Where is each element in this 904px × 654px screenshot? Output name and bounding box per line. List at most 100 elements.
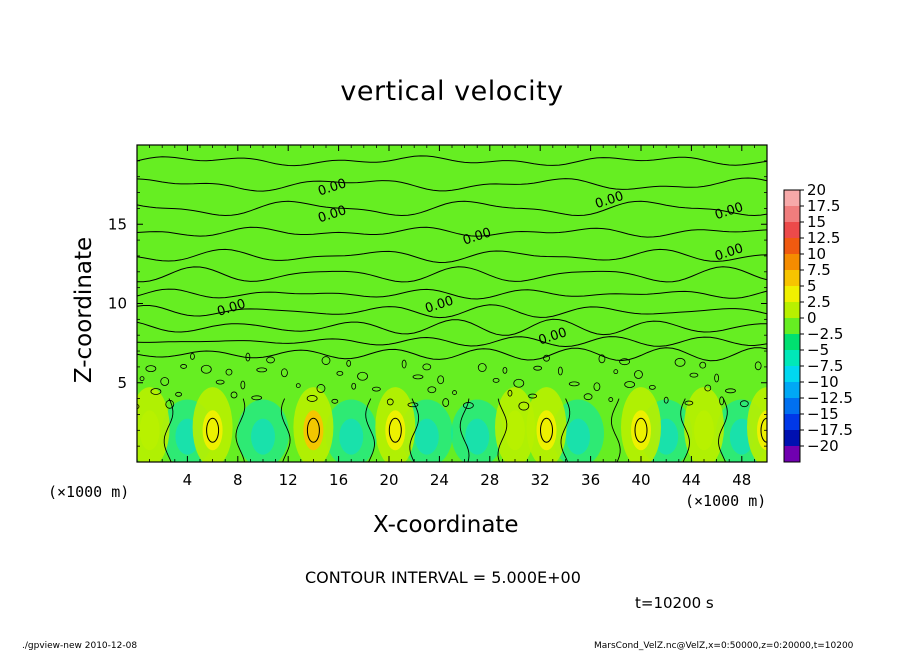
- updraft-core: [139, 410, 160, 451]
- footer-source-label: MarsCond_VelZ.nc@VelZ,x=0:50000,z=0:2000…: [594, 641, 854, 651]
- contour-line: [610, 398, 621, 462]
- contour-line: [409, 398, 420, 462]
- contour-line: [560, 398, 571, 462]
- contour-line: [663, 396, 669, 404]
- contour-line: [306, 417, 320, 443]
- x-axis-label: X-coordinate: [373, 512, 519, 538]
- contour-line: [719, 396, 725, 406]
- contour-line: [137, 404, 140, 409]
- colorbar-swatch: [784, 350, 800, 367]
- y-tick-label: 10: [108, 295, 127, 313]
- contour-line: [684, 400, 694, 406]
- contour-line: [518, 401, 530, 411]
- colorbar-label: 5: [807, 277, 817, 295]
- contour-line: [206, 417, 220, 443]
- contour-line: [371, 386, 381, 392]
- updraft-core: [757, 410, 767, 451]
- contour-line: [427, 386, 437, 394]
- contour-line: [492, 377, 500, 383]
- contour-line: [357, 371, 368, 381]
- colorbar-swatch: [784, 222, 800, 239]
- contour-line: [437, 375, 445, 385]
- contour-line: [365, 398, 375, 462]
- contour-line: [175, 391, 182, 397]
- contour-line: [160, 377, 170, 386]
- time-label: t=10200 s: [635, 594, 714, 612]
- contour-line: [648, 384, 656, 390]
- colorbar-label: 10: [807, 245, 826, 263]
- contour-line: [145, 365, 157, 373]
- contour-line: [137, 226, 767, 238]
- contour-line: [401, 359, 407, 369]
- contour-line: [266, 356, 275, 364]
- contour-line: [452, 390, 457, 395]
- contour-line: [306, 395, 318, 402]
- x-tick-label: 36: [581, 471, 600, 489]
- colorbar-swatch: [784, 366, 800, 383]
- contour-line: [704, 384, 712, 392]
- contour-line: [680, 398, 690, 462]
- contour-line: [442, 398, 450, 407]
- contour-line: [235, 398, 246, 462]
- contour-line: [634, 417, 648, 443]
- contour-line: [528, 393, 538, 399]
- contour-line: [533, 365, 543, 371]
- colorbar-swatch: [784, 254, 800, 271]
- contour-line: [280, 398, 291, 462]
- footer-program-label: ./gpview-new 2010-12-08: [22, 641, 138, 651]
- contour-line: [754, 361, 762, 371]
- colorbar-swatch: [784, 238, 800, 255]
- colorbar-label: 2.5: [807, 293, 831, 311]
- contour-line: [619, 358, 631, 366]
- contour-line: [477, 363, 487, 372]
- contour-line: [150, 388, 162, 395]
- contour-line: [422, 363, 432, 371]
- contour-line: [137, 318, 767, 336]
- contour-line: [190, 353, 195, 360]
- contour-line: [180, 364, 188, 369]
- contour-line: [215, 379, 225, 385]
- contour-line: [608, 397, 614, 402]
- x-tick-label: 48: [732, 471, 751, 489]
- colorbar-label: −7.5: [807, 357, 843, 375]
- colorbar-label: −2.5: [807, 325, 843, 343]
- colorbar-label: −17.5: [807, 421, 853, 439]
- x-tick-label: 40: [631, 471, 650, 489]
- contour-line: [674, 357, 686, 367]
- colorbar-swatch: [784, 286, 800, 303]
- contour-line: [230, 391, 238, 399]
- x-tick-label: 24: [430, 471, 449, 489]
- contour-line: [137, 248, 767, 264]
- contour-line: [137, 288, 767, 300]
- colorbar-swatch: [784, 430, 800, 447]
- contour-line: [137, 177, 767, 192]
- contour-line: [583, 393, 593, 401]
- contour-line: [386, 398, 394, 406]
- contour-line: [321, 356, 331, 365]
- contour-line: [336, 370, 344, 376]
- contour-line: [407, 402, 419, 408]
- y-tick-label: 5: [117, 374, 127, 392]
- contour-line: [388, 417, 402, 443]
- contour-line: [245, 352, 251, 362]
- contour-line: [714, 373, 719, 383]
- contour-line: [598, 354, 606, 364]
- colorbar-label: −12.5: [807, 389, 853, 407]
- x-tick-label: 44: [682, 471, 701, 489]
- contour-line: [412, 374, 424, 380]
- colorbar-swatch: [784, 318, 800, 335]
- contour-line: [137, 347, 767, 362]
- contour-line: [557, 366, 563, 376]
- colorbar-label: 7.5: [807, 261, 831, 279]
- contour-line: [513, 378, 525, 388]
- colorbar-swatch: [784, 334, 800, 351]
- updraft-core: [202, 410, 223, 451]
- downdraft-core: [414, 418, 439, 455]
- updraft-core: [631, 410, 651, 451]
- contour-line: [507, 389, 513, 397]
- colorbar-label: −15: [807, 405, 839, 423]
- contour-line: [540, 417, 553, 443]
- contour-line: [725, 388, 736, 394]
